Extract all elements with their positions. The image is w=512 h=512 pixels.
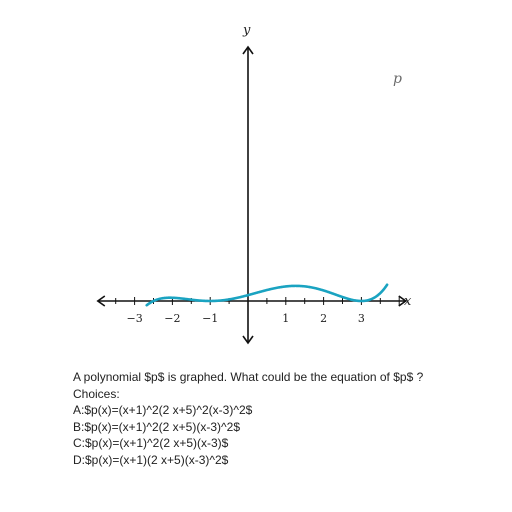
- choices-header: Choices:: [73, 386, 120, 401]
- series-line-p: [145, 283, 389, 307]
- x-axis-arrow-left: [96, 295, 106, 307]
- x-tick-label: −1: [202, 312, 218, 325]
- choice-c: C:$p(x)=(x+1)^2(2 x+5)(x-3)$: [73, 436, 229, 450]
- y-axis-arrow-up: [242, 45, 254, 55]
- y-axis-arrow-down: [242, 335, 254, 345]
- choice-a: A:$p(x)=(x+1)^2(2 x+5)^2(x-3)^2$: [73, 403, 253, 417]
- x-tick-label: 3: [358, 312, 365, 325]
- question-block: A polynomial $p$ is graphed. What could …: [73, 369, 503, 468]
- x-axis-ticks: −3 −2 −1 1 2 3: [115, 297, 400, 325]
- x-tick-label: 1: [282, 312, 289, 325]
- x-axis-arrow-right: [398, 295, 408, 307]
- choice-d: D:$p(x)=(x+1)(2 x+5)(x-3)^2$: [73, 452, 229, 467]
- series-label-p: p: [393, 71, 402, 87]
- choice-b: B:$p(x)=(x+1)^2(2 x+5)(x-3)^2$: [73, 419, 240, 434]
- x-tick-label: 2: [320, 312, 327, 325]
- x-axis-label: x: [404, 294, 412, 309]
- y-axis-label: y: [242, 23, 251, 38]
- x-tick-label: −2: [164, 312, 180, 325]
- x-tick-label: −3: [126, 312, 142, 325]
- axes: [96, 45, 408, 345]
- chart-figure: −3 −2 −1 1 2 3 x y p: [96, 23, 412, 345]
- question-prompt: A polynomial $p$ is graphed. What could …: [73, 370, 424, 384]
